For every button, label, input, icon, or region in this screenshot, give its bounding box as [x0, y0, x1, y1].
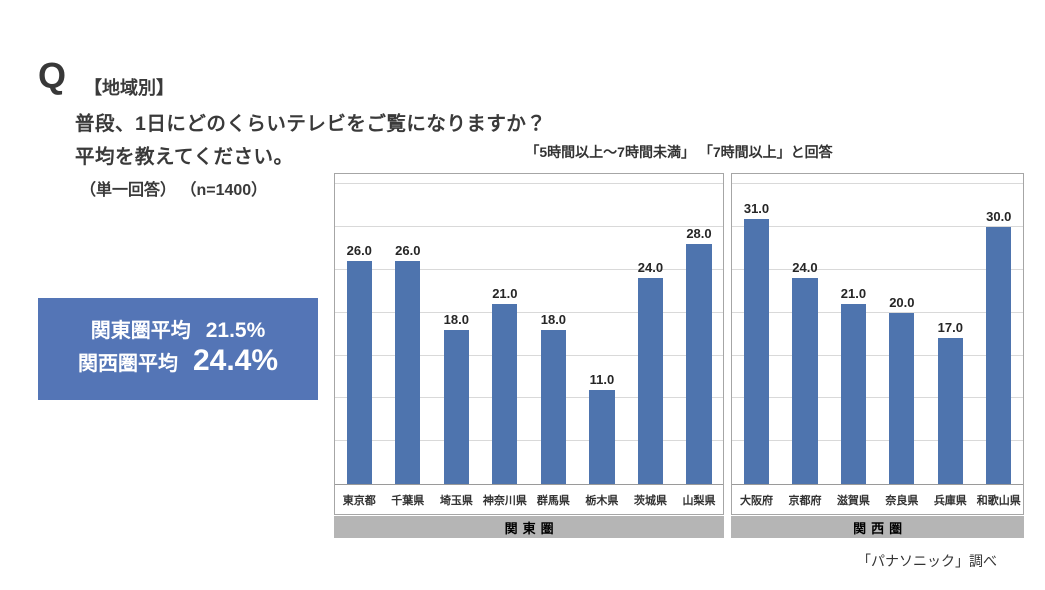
bar	[743, 218, 770, 484]
category-label: 京都府	[788, 494, 822, 507]
bar-value-label: 18.0	[443, 311, 469, 327]
bar-value-label: 31.0	[743, 200, 770, 216]
category-label: 大阪府	[740, 494, 773, 507]
bar-value-label: 30.0	[986, 209, 1012, 225]
kanto-average-row: 関東圏平均 21.5%	[91, 319, 266, 343]
bar	[986, 227, 1012, 484]
gridline	[732, 183, 1023, 185]
gridline	[335, 226, 724, 228]
bar-value-label: 24.0	[792, 260, 818, 276]
gridline	[335, 440, 724, 442]
bar-column-群馬県: 18.0	[529, 174, 578, 484]
bar	[792, 278, 818, 484]
category-label: 和歌山県	[976, 494, 1021, 507]
bar-column-東京都: 26.0	[335, 174, 384, 484]
plot-area: 26.0 26.0 18.0 21.0 18.0 11.0 24.0 28.0	[335, 174, 724, 485]
chart-panel-kanto: 26.0 26.0 18.0 21.0 18.0 11.0 24.0 28.0 東京都 千葉県 埼玉…	[334, 173, 725, 538]
gridline	[335, 397, 724, 399]
category-label: 千葉県	[391, 494, 425, 507]
gridline	[335, 311, 724, 313]
gridline	[335, 268, 724, 270]
bar-column-茨城県: 24.0	[626, 174, 675, 484]
category-label: 東京都	[342, 494, 376, 507]
bar-value-label: 11.0	[589, 371, 615, 387]
bar	[889, 312, 915, 484]
bar	[346, 261, 372, 484]
kanto-average-label: 関東圏平均	[90, 320, 191, 343]
bar-column-千葉県: 26.0	[384, 174, 433, 484]
question-text-line1: 普段、1日にどのくらいテレビをご覧になりますか？	[75, 113, 547, 135]
gridline	[732, 268, 1023, 270]
bar	[395, 261, 421, 484]
bar-column-奈良県: 20.0	[878, 174, 926, 484]
question-text-line2: 平均を教えてください。	[75, 146, 294, 168]
bar	[589, 389, 615, 484]
kanto-average-value: 21.5%	[205, 319, 266, 343]
gridline	[732, 226, 1023, 228]
question-category: 【地域別】	[84, 78, 174, 98]
bar-column-滋賀県: 21.0	[829, 174, 877, 484]
bar-column-兵庫県: 17.0	[926, 174, 974, 484]
category-label: 茨城県	[633, 494, 667, 507]
category-label: 埼玉県	[439, 494, 473, 507]
category-label: 奈良県	[885, 494, 919, 507]
bar	[686, 244, 712, 484]
bar-value-label: 24.0	[637, 260, 664, 276]
bar-value-label: 21.0	[492, 286, 518, 302]
category-label: 神奈川県	[482, 494, 527, 507]
kansai-average-label: 関西圏平均	[77, 353, 178, 376]
group-band-label: 関西圏	[731, 516, 1024, 538]
bar-value-label: 26.0	[346, 243, 372, 259]
region-average-box: 関東圏平均 21.5% 関西圏平均 24.4%	[38, 298, 318, 400]
bar-column-神奈川県: 21.0	[481, 174, 530, 484]
category-label: 滋賀県	[836, 494, 870, 507]
bar	[443, 329, 469, 484]
question-mark: Q	[38, 55, 67, 96]
kansai-average-row: 関西圏平均 24.4%	[78, 344, 278, 379]
source-credit: 「パナソニック」調べ	[857, 553, 997, 569]
category-label: 山梨県	[682, 494, 716, 507]
question-note: （単一回答） （n=1400）	[80, 182, 268, 199]
gridline	[335, 183, 724, 185]
plot-area: 31.0 24.0 21.0 20.0 17.0 30.0	[732, 174, 1023, 485]
bar-chart: 26.0 26.0 18.0 21.0 18.0 11.0 24.0 28.0 東京都 千葉県 埼玉…	[334, 173, 1024, 538]
bar-column-大阪府: 31.0	[732, 174, 780, 484]
bar-value-label: 17.0	[937, 320, 963, 336]
bar	[937, 338, 963, 484]
gridline	[732, 397, 1023, 399]
bar-column-京都府: 24.0	[781, 174, 829, 484]
bar	[637, 278, 664, 484]
bar-value-label: 26.0	[395, 243, 421, 259]
category-label: 群馬県	[536, 494, 570, 507]
kansai-average-value: 24.4%	[192, 344, 279, 378]
group-band-label: 関東圏	[334, 516, 725, 538]
category-label: 兵庫県	[933, 494, 967, 507]
bar-value-label: 20.0	[889, 294, 915, 310]
chart-panel-kansai: 31.0 24.0 21.0 20.0 17.0 30.0 大阪府 京都府 滋賀県 奈良県 兵庫県和…	[731, 173, 1024, 538]
bar-column-山梨県: 28.0	[675, 174, 724, 484]
category-label: 栃木県	[585, 494, 619, 507]
bar-column-栃木県: 11.0	[578, 174, 627, 484]
bar-value-label: 28.0	[686, 226, 712, 242]
bar-value-label: 18.0	[540, 311, 567, 327]
bar	[840, 304, 866, 484]
bar-column-和歌山県: 30.0	[975, 174, 1023, 484]
gridline	[335, 354, 724, 356]
chart-title: 「5時間以上～7時間未満」 「7時間以上」と回答	[525, 144, 833, 160]
bar-column-埼玉県: 18.0	[432, 174, 481, 484]
gridline	[732, 354, 1023, 356]
bar	[540, 329, 566, 484]
gridline	[732, 311, 1023, 313]
bar-value-label: 21.0	[840, 286, 867, 302]
bar	[492, 304, 518, 484]
gridline	[732, 440, 1023, 442]
